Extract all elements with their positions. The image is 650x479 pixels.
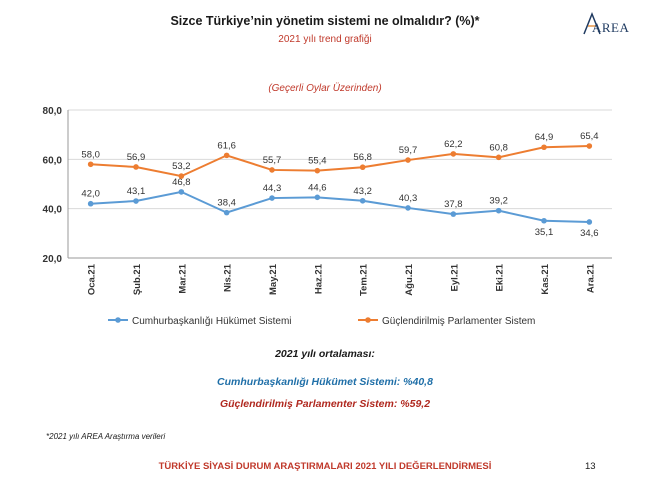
chart-subtitle: 2021 yılı trend grafiği <box>278 34 372 45</box>
data-label: 61,6 <box>217 140 236 151</box>
y-tick-label: 20,0 <box>43 254 63 265</box>
data-point <box>495 154 502 161</box>
data-point <box>405 205 411 211</box>
data-label: 55,7 <box>263 155 282 166</box>
data-label: 46,8 <box>172 177 191 188</box>
legend-label: Güçlendirilmiş Parlamenter Sistem <box>382 316 535 327</box>
data-point <box>133 164 139 170</box>
logo-mark-icon <box>583 11 601 35</box>
x-tick-label: Ağu.21 <box>404 263 415 295</box>
page-title: Sizce Türkiye’nin yönetim sistemi ne olm… <box>170 14 480 28</box>
data-point <box>178 173 185 179</box>
legend-label: Cumhurbaşkanlığı Hükümet Sistemi <box>132 316 292 327</box>
data-label: 44,3 <box>263 183 282 194</box>
x-tick-label: Oca.21 <box>87 263 98 295</box>
line-chart: 20,0 40,0 60,0 80,0 Oca.21 Şub.21 Mar.21 Nis.21… <box>43 106 612 327</box>
data-point <box>359 197 366 204</box>
footnote: *2021 yılı AREA Araştırma verileri <box>46 432 166 441</box>
data-label: 53,2 <box>172 161 191 172</box>
x-tick-label: Ara.21 <box>585 263 596 293</box>
data-label: 43,1 <box>127 186 146 197</box>
valid-votes-note: (Geçerli Oylar Üzerinden) <box>268 83 382 94</box>
data-point <box>269 167 275 173</box>
summary-heading: 2021 yılı ortalaması: <box>275 348 375 360</box>
footer-title: TÜRKİYE SİYASİ DURUM ARAŞTIRMALARI 2021 … <box>158 461 492 472</box>
data-point <box>314 194 321 201</box>
series-line <box>90 190 590 223</box>
data-label: 65,4 <box>580 131 599 142</box>
x-tick-label: Tem.21 <box>359 263 370 296</box>
data-label: 34,6 <box>580 228 599 239</box>
data-point <box>223 152 230 159</box>
data-point <box>495 207 502 214</box>
y-tick-label: 40,0 <box>43 205 63 216</box>
summary-presidential: Cumhurbaşkanlığı Hükümet Sistemi: %40,8 <box>217 376 433 388</box>
data-label: 56,9 <box>127 152 146 163</box>
data-label: 64,9 <box>535 132 554 143</box>
x-tick-label: Mar.21 <box>177 263 188 293</box>
data-label: 37,8 <box>444 199 463 210</box>
data-point <box>269 195 275 201</box>
y-tick-label: 80,0 <box>43 106 63 117</box>
data-point <box>586 143 593 149</box>
data-label: 59,7 <box>399 145 418 156</box>
data-label: 58,0 <box>81 149 100 160</box>
data-point <box>541 217 547 224</box>
legend-marker <box>365 317 371 323</box>
data-label: 56,8 <box>353 152 372 163</box>
x-tick-label: Eki.21 <box>495 263 506 291</box>
x-tick-label: Eyl.21 <box>449 263 460 291</box>
data-label: 39,2 <box>489 196 508 207</box>
data-label: 38,4 <box>217 198 236 209</box>
data-label: 40,3 <box>399 193 418 204</box>
x-tick-label: Haz.21 <box>313 263 324 294</box>
data-point <box>450 151 457 157</box>
data-point <box>87 200 94 207</box>
data-label: 42,0 <box>81 189 100 200</box>
page-number: 13 <box>585 461 596 472</box>
y-tick-label: 60,0 <box>43 155 63 166</box>
x-tick-label: Nis.21 <box>223 263 234 292</box>
data-point <box>223 209 230 216</box>
x-tick-label: May.21 <box>268 263 279 295</box>
data-point <box>541 144 547 151</box>
data-point <box>178 189 185 195</box>
summary-parliamentary: Güçlendirilmiş Parlamenter Sistem: %59,2 <box>219 398 431 410</box>
area-logo: AREA <box>578 10 638 40</box>
data-point <box>586 219 593 225</box>
x-tick-label: Kas.21 <box>540 263 551 294</box>
data-label: 43,2 <box>353 186 372 197</box>
data-point <box>450 211 457 217</box>
data-point <box>359 164 366 171</box>
data-point <box>314 167 321 174</box>
data-label: 35,1 <box>535 227 554 238</box>
series-line <box>90 145 590 178</box>
data-label: 55,4 <box>308 156 327 167</box>
legend-marker <box>115 317 121 323</box>
data-label: 60,8 <box>489 142 508 153</box>
data-point <box>87 161 94 168</box>
data-label: 62,2 <box>444 139 463 150</box>
data-point <box>405 157 411 163</box>
logo-text: AREA <box>592 20 630 35</box>
data-label: 44,6 <box>308 182 327 193</box>
data-point <box>133 198 139 204</box>
x-tick-label: Şub.21 <box>132 263 143 295</box>
